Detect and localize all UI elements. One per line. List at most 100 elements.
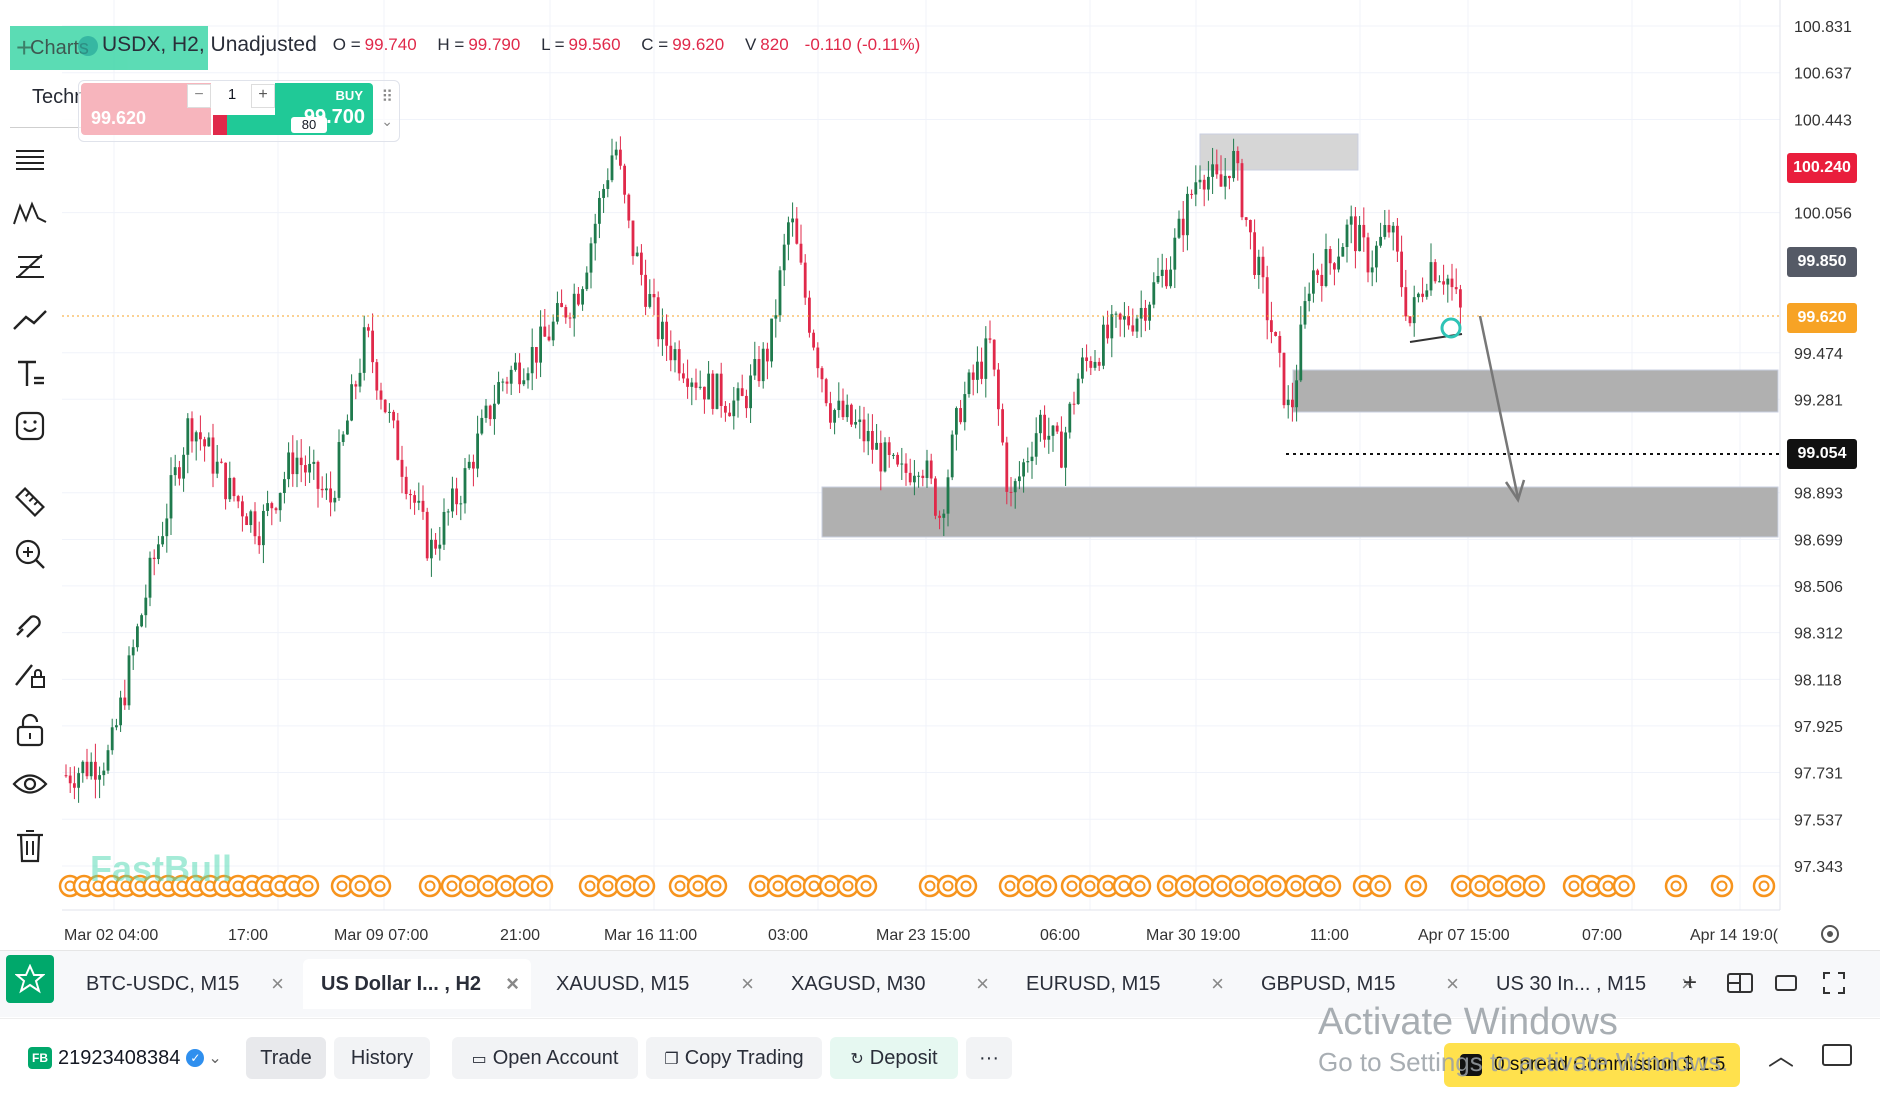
event-marker-icon[interactable] <box>530 874 554 898</box>
event-marker-icon[interactable] <box>1612 874 1636 898</box>
close-tab-icon[interactable]: × <box>271 971 284 996</box>
quantity-plus-button[interactable]: + <box>251 84 275 108</box>
candle-body <box>686 378 689 387</box>
trade-button[interactable]: Trade <box>246 1037 326 1079</box>
more-button[interactable]: ··· <box>966 1037 1012 1079</box>
event-marker-icon[interactable] <box>632 874 656 898</box>
event-marker-icon[interactable] <box>1060 874 1084 898</box>
close-tab-icon[interactable]: × <box>741 971 754 996</box>
trendline-icon[interactable] <box>10 300 50 340</box>
copy-trading-button[interactable]: ❐ Copy Trading <box>646 1037 822 1079</box>
drag-handle-icon[interactable]: ⠿ <box>381 89 393 106</box>
support-zone-lower[interactable] <box>821 486 1779 538</box>
marker-circle[interactable] <box>1440 317 1462 339</box>
event-marker-icon[interactable] <box>368 874 392 898</box>
fullscreen-icon[interactable] <box>1816 965 1852 1001</box>
settings-gear-icon[interactable] <box>1821 925 1839 943</box>
close-tab-icon[interactable]: × <box>506 971 519 996</box>
quantity-input[interactable]: 1 <box>215 84 249 106</box>
text-icon[interactable] <box>10 354 50 394</box>
close-tab-icon[interactable]: × <box>976 971 989 996</box>
emoji-icon[interactable] <box>10 406 50 446</box>
time-axis[interactable]: Mar 02 04:00 17:00 Mar 09 07:00 21:00 Mar 16… <box>64 927 1779 944</box>
close-tab-icon[interactable]: × <box>1211 971 1224 996</box>
favorites-star-icon[interactable] <box>6 955 54 1003</box>
event-marker-icon[interactable] <box>476 874 500 898</box>
chart-tab[interactable]: EURUSD, M15 × <box>1008 959 1236 1009</box>
event-marker-icon[interactable] <box>1710 874 1734 898</box>
event-marker-icon[interactable] <box>1368 874 1392 898</box>
event-marker-icon[interactable] <box>1486 874 1510 898</box>
zoom-in-icon[interactable] <box>10 534 50 574</box>
chart-tab[interactable]: US 30 In... , M15 × <box>1478 959 1706 1009</box>
event-marker-icon[interactable] <box>418 874 442 898</box>
time-tick-label: 11:00 <box>1310 927 1349 944</box>
event-marker-icon[interactable] <box>686 874 710 898</box>
support-zone-upper[interactable] <box>1292 369 1779 413</box>
event-marker-icon[interactable] <box>1468 874 1492 898</box>
candle-body <box>908 472 912 483</box>
event-marker-icon[interactable] <box>1210 874 1234 898</box>
chevron-down-icon[interactable]: ⌄ <box>381 113 393 129</box>
candle-body <box>476 433 479 469</box>
event-marker-icon[interactable] <box>854 874 878 898</box>
candle-body <box>388 411 391 413</box>
candle-body <box>1396 225 1399 252</box>
panel-icon[interactable] <box>1822 1044 1852 1066</box>
event-marker-icon[interactable] <box>1264 874 1288 898</box>
candle-body <box>816 347 820 369</box>
add-tab-icon[interactable]: + <box>1682 969 1697 996</box>
deposit-button[interactable]: ↻ Deposit <box>830 1037 958 1079</box>
chart-tab[interactable]: US Dollar I... , H2 × <box>303 959 531 1009</box>
event-marker-icon[interactable] <box>1078 874 1102 898</box>
arrow-line[interactable] <box>1478 315 1520 499</box>
event-marker-icon[interactable] <box>1752 874 1776 898</box>
event-marker-icon[interactable] <box>918 874 942 898</box>
event-marker-icon[interactable] <box>1128 874 1152 898</box>
event-marker-icon[interactable] <box>704 874 728 898</box>
quantity-minus-button[interactable]: − <box>187 84 211 108</box>
event-marker-icon[interactable] <box>1112 874 1136 898</box>
chart-tab[interactable]: BTC-USDC, M15 × <box>68 959 296 1009</box>
window-icon[interactable] <box>1768 965 1804 1001</box>
event-marker-icon[interactable] <box>348 874 372 898</box>
eye-icon[interactable] <box>10 764 50 804</box>
chart-tab[interactable]: XAUUSD, M15 × <box>538 959 766 1009</box>
account-selector[interactable]: FB 21923408384 ✓ ⌄ <box>14 1037 238 1079</box>
horizontal-lines-icon[interactable] <box>10 140 50 180</box>
price-axis[interactable]: 100.831 100.637 100.443 100.056 99.474 99.281… <box>1794 19 1852 876</box>
event-marker-icon[interactable] <box>1664 874 1688 898</box>
candle-body <box>887 442 891 455</box>
economic-events-row[interactable] <box>58 874 1776 898</box>
close-tab-icon[interactable]: × <box>1446 971 1459 996</box>
event-marker-icon[interactable] <box>1302 874 1326 898</box>
resistance-zone[interactable] <box>1199 133 1359 171</box>
candle-body <box>409 493 412 496</box>
chart-tab[interactable]: GBPUSD, M15 × <box>1243 959 1471 1009</box>
event-marker-icon[interactable] <box>954 874 978 898</box>
promo-button[interactable]: 0 spread Commission $ 1.5 <box>1444 1043 1740 1087</box>
event-marker-icon[interactable] <box>1522 874 1546 898</box>
history-button[interactable]: History <box>334 1037 430 1079</box>
pattern-icon[interactable] <box>10 194 50 234</box>
candle-body <box>1228 175 1231 179</box>
lock-drawing-icon[interactable] <box>10 654 50 694</box>
fib-icon[interactable] <box>10 246 50 286</box>
magnet-icon[interactable] <box>10 604 50 644</box>
symbol-title[interactable]: USDX, H2, Unadjusted <box>102 33 317 56</box>
event-marker-icon[interactable] <box>1034 874 1058 898</box>
candle-body <box>371 330 374 363</box>
event-marker-icon[interactable] <box>1318 874 1342 898</box>
chart-tab[interactable]: XAGUSD, M30 × <box>773 959 1001 1009</box>
unlock-icon[interactable] <box>10 710 50 750</box>
charts-tab[interactable]: + Charts <box>10 26 208 70</box>
ruler-icon[interactable] <box>10 482 50 522</box>
event-marker-icon[interactable] <box>296 874 320 898</box>
event-marker-icon[interactable] <box>1404 874 1428 898</box>
open-account-button[interactable]: ▭ Open Account <box>452 1037 638 1079</box>
trash-icon[interactable] <box>10 826 50 866</box>
chevron-up-icon[interactable]: ︿ <box>1768 1041 1795 1071</box>
layout-icon[interactable] <box>1722 965 1758 1001</box>
close-tab-icon[interactable]: × <box>1681 971 1694 996</box>
